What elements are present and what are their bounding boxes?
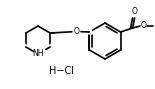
Text: O: O bbox=[141, 22, 146, 31]
Text: NH: NH bbox=[32, 49, 44, 58]
Text: O: O bbox=[132, 7, 137, 16]
Text: H−Cl: H−Cl bbox=[49, 66, 75, 76]
Text: O: O bbox=[73, 27, 79, 36]
